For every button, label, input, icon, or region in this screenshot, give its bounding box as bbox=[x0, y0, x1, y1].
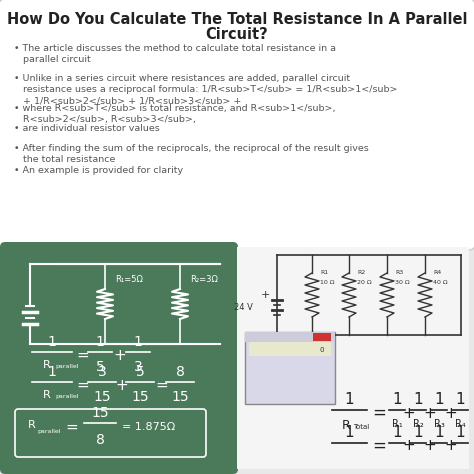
Text: =: = bbox=[65, 419, 78, 435]
Text: +: + bbox=[424, 405, 437, 420]
Text: Total: Total bbox=[353, 424, 369, 430]
Text: 1: 1 bbox=[47, 365, 56, 379]
Text: +: + bbox=[445, 405, 457, 420]
FancyBboxPatch shape bbox=[0, 242, 238, 474]
Text: 1: 1 bbox=[413, 425, 423, 440]
Bar bbox=[245, 332, 335, 342]
Text: 8: 8 bbox=[96, 433, 104, 447]
Text: R₃: R₃ bbox=[434, 419, 445, 429]
Text: +: + bbox=[402, 405, 415, 420]
Text: 1: 1 bbox=[96, 335, 104, 349]
Text: • After finding the sum of the reciprocals, the reciprocal of the result gives
 : • After finding the sum of the reciproca… bbox=[14, 144, 369, 164]
Text: How Do You Calculate The Total Resistance In A Parallel: How Do You Calculate The Total Resistanc… bbox=[7, 12, 467, 27]
Text: 1: 1 bbox=[134, 335, 143, 349]
Text: 1: 1 bbox=[47, 335, 56, 349]
Text: =: = bbox=[77, 347, 90, 363]
Text: R: R bbox=[28, 420, 36, 430]
Bar bbox=[237, 247, 469, 469]
Text: 10 Ω: 10 Ω bbox=[320, 281, 335, 285]
Text: 30 Ω: 30 Ω bbox=[395, 281, 410, 285]
Text: R: R bbox=[43, 390, 51, 400]
Text: 1: 1 bbox=[455, 392, 465, 407]
Text: parallel: parallel bbox=[55, 364, 79, 369]
Text: +: + bbox=[402, 438, 415, 454]
Text: +: + bbox=[445, 438, 457, 454]
Text: 1: 1 bbox=[392, 425, 402, 440]
Text: 8: 8 bbox=[175, 365, 184, 379]
Text: =: = bbox=[155, 377, 168, 392]
Text: • Unlike in a series circuit where resistances are added, parallel circuit
   re: • Unlike in a series circuit where resis… bbox=[14, 74, 398, 106]
Text: R3: R3 bbox=[395, 271, 403, 275]
Text: 3: 3 bbox=[98, 365, 106, 379]
Text: R₂=3Ω: R₂=3Ω bbox=[190, 274, 218, 283]
Text: 1: 1 bbox=[344, 425, 354, 440]
Text: Circuit?: Circuit? bbox=[206, 27, 268, 42]
Text: 40 Ω: 40 Ω bbox=[433, 281, 447, 285]
FancyBboxPatch shape bbox=[15, 409, 206, 457]
Text: +: + bbox=[116, 377, 128, 392]
Text: 5: 5 bbox=[96, 360, 104, 374]
Text: R₁=5Ω: R₁=5Ω bbox=[115, 274, 143, 283]
Bar bbox=[245, 332, 335, 404]
Text: R: R bbox=[342, 419, 351, 432]
Text: 1: 1 bbox=[344, 392, 354, 407]
Bar bbox=[249, 342, 331, 356]
Text: R1: R1 bbox=[320, 271, 328, 275]
Text: 1: 1 bbox=[434, 392, 444, 407]
Text: =: = bbox=[372, 437, 386, 455]
Text: parallel: parallel bbox=[55, 394, 79, 399]
Text: 1: 1 bbox=[413, 392, 423, 407]
Text: R₁: R₁ bbox=[392, 419, 402, 429]
Text: 15: 15 bbox=[131, 390, 149, 404]
Text: 3: 3 bbox=[134, 360, 142, 374]
Text: • where R<sub>T</sub> is total resistance, and R<sub>1</sub>,
   R<sub>2</sub>, : • where R<sub>T</sub> is total resistanc… bbox=[14, 104, 336, 125]
Text: = 1.875Ω: = 1.875Ω bbox=[122, 422, 175, 432]
Text: 1: 1 bbox=[392, 392, 402, 407]
Text: R4: R4 bbox=[433, 271, 441, 275]
Text: 15: 15 bbox=[93, 390, 111, 404]
Text: • An example is provided for clarity: • An example is provided for clarity bbox=[14, 166, 183, 175]
Text: R₄: R₄ bbox=[455, 419, 465, 429]
Bar bbox=[313, 333, 331, 341]
Text: +: + bbox=[260, 290, 270, 300]
Text: 5: 5 bbox=[136, 365, 145, 379]
Text: 20 Ω: 20 Ω bbox=[357, 281, 372, 285]
Text: parallel: parallel bbox=[37, 429, 61, 435]
Text: R₂: R₂ bbox=[413, 419, 423, 429]
FancyBboxPatch shape bbox=[0, 0, 474, 250]
Text: 1: 1 bbox=[434, 425, 444, 440]
Text: =: = bbox=[77, 377, 90, 392]
Text: • are individual resistor values: • are individual resistor values bbox=[14, 124, 160, 133]
Text: =: = bbox=[372, 404, 386, 422]
Text: 15: 15 bbox=[171, 390, 189, 404]
Text: 1: 1 bbox=[455, 425, 465, 440]
Text: 0: 0 bbox=[319, 347, 324, 353]
Text: 15: 15 bbox=[91, 406, 109, 420]
Text: R2: R2 bbox=[357, 271, 365, 275]
Text: +: + bbox=[114, 347, 127, 363]
Text: +: + bbox=[424, 438, 437, 454]
Text: R: R bbox=[43, 360, 51, 370]
Text: • The article discusses the method to calculate total resistance in a
   paralle: • The article discusses the method to ca… bbox=[14, 44, 336, 64]
Text: 24 V: 24 V bbox=[234, 302, 253, 311]
